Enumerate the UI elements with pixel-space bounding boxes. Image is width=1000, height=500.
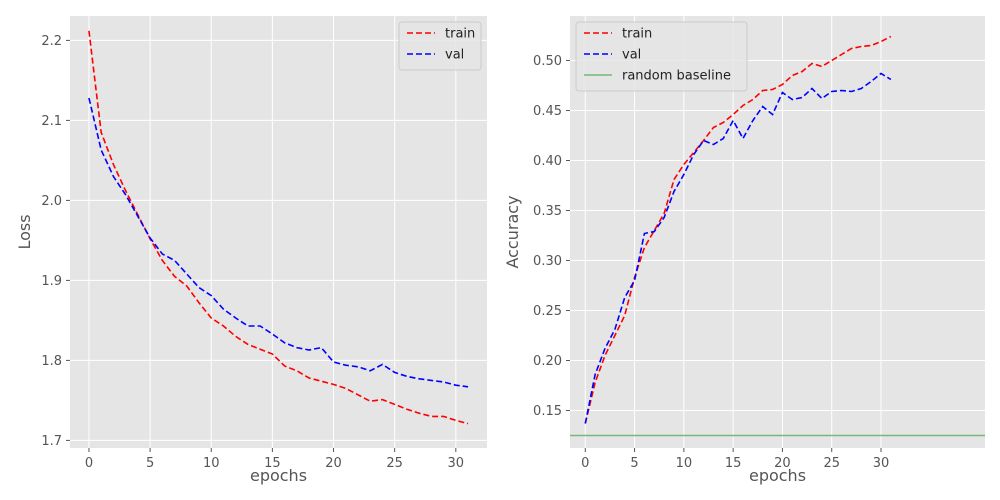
x-tick-label: 20	[325, 456, 342, 471]
x-tick-label: 15	[725, 456, 742, 471]
y-tick-label: 0.50	[533, 54, 562, 69]
series-group	[88, 30, 469, 425]
accuracy-chart: 0.15 0.20 0.25 0.30 0.35 0.40 0.45 0.50 0 5 10 15 20…	[503, 16, 985, 485]
legend-frame	[398, 21, 482, 71]
x-tick-label: 25	[823, 456, 840, 471]
y-tick-label: 1.8	[41, 354, 62, 369]
legend-frame	[575, 21, 748, 92]
y-tick-label: 0.20	[533, 354, 562, 369]
series-line-train	[88, 30, 469, 425]
x-axis-label: epochs	[250, 466, 307, 485]
x-tick-label: 5	[630, 456, 638, 471]
y-tick-label: 2.0	[41, 194, 62, 209]
y-tick-label: 2.1	[41, 114, 62, 129]
y-axis-label: Accuracy	[503, 195, 522, 268]
legend: train val random baseline	[575, 21, 748, 92]
y-tick-label: 2.2	[41, 34, 62, 49]
x-tick-label: 20	[774, 456, 791, 471]
x-tick-label: 10	[203, 456, 220, 471]
x-tick-label: 0	[581, 456, 589, 471]
x-tick-label: 30	[873, 456, 890, 471]
series-group	[570, 35, 985, 437]
y-tick-label: 0.30	[533, 254, 562, 269]
plot-area	[70, 16, 487, 448]
legend: train val	[398, 21, 482, 71]
legend-entry-label: train	[445, 27, 475, 42]
y-tick-label: 1.7	[41, 434, 62, 449]
legend-entry-label: train	[622, 27, 652, 42]
x-tick-label: 15	[264, 456, 281, 471]
x-tick-label: 10	[676, 456, 693, 471]
legend-entry-label: random baseline	[622, 69, 731, 84]
y-tick-label: 0.15	[533, 404, 562, 419]
x-tick-label: 25	[386, 456, 403, 471]
series-line-train	[584, 35, 892, 424]
loss-chart: 1.7 1.8 1.9 2.0 2.1 2.2 0 5 10 15 20 25 30 epochs Loss…	[15, 16, 487, 485]
y-tick-label: 0.25	[533, 304, 562, 319]
y-tick-label: 0.35	[533, 204, 562, 219]
x-tick-label: 0	[85, 456, 93, 471]
y-axis-label: Loss	[15, 214, 34, 249]
y-tick-label: 0.45	[533, 104, 562, 119]
legend-entry-label: val	[445, 48, 464, 63]
y-tick-label: 1.9	[41, 274, 62, 289]
x-axis-label: epochs	[749, 466, 806, 485]
legend-entry-label: val	[622, 48, 641, 63]
series-line-val	[88, 97, 469, 388]
x-tick-label: 5	[146, 456, 154, 471]
y-tick-label: 0.40	[533, 154, 562, 169]
x-tick-label: 30	[448, 456, 465, 471]
